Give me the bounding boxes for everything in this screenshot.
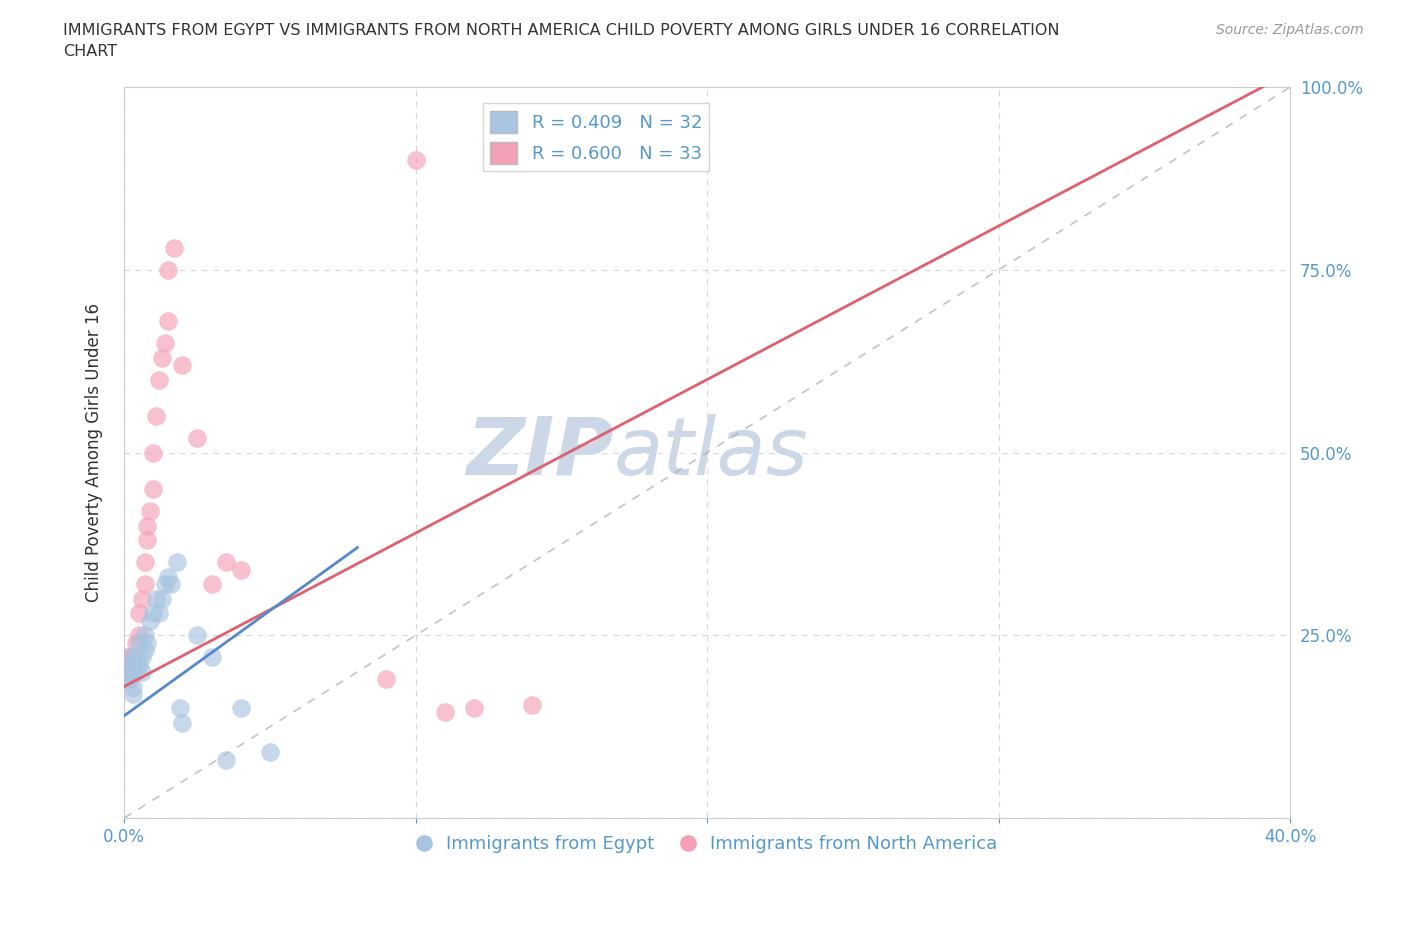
Point <box>115 664 138 679</box>
Point <box>259 745 281 760</box>
Point <box>163 241 186 256</box>
Point <box>128 635 150 650</box>
Point <box>148 372 170 387</box>
Point <box>125 664 148 679</box>
Point <box>142 445 165 460</box>
Point <box>122 686 145 701</box>
Point <box>145 408 167 423</box>
Point <box>131 664 153 679</box>
Text: CHART: CHART <box>63 44 117 59</box>
Point <box>142 606 165 621</box>
Point <box>115 650 138 665</box>
Point <box>125 650 148 665</box>
Legend: Immigrants from Egypt, Immigrants from North America: Immigrants from Egypt, Immigrants from N… <box>409 828 1004 860</box>
Text: Source: ZipAtlas.com: Source: ZipAtlas.com <box>1216 23 1364 37</box>
Point <box>142 482 165 497</box>
Text: IMMIGRANTS FROM EGYPT VS IMMIGRANTS FROM NORTH AMERICA CHILD POVERTY AMONG GIRLS: IMMIGRANTS FROM EGYPT VS IMMIGRANTS FROM… <box>63 23 1060 38</box>
Point <box>128 606 150 621</box>
Point <box>122 658 145 672</box>
Point <box>215 752 238 767</box>
Point <box>131 591 153 606</box>
Point <box>169 701 191 716</box>
Point <box>229 562 252 577</box>
Point <box>136 518 159 533</box>
Point <box>229 701 252 716</box>
Point <box>156 262 179 277</box>
Point <box>131 650 153 665</box>
Point <box>405 153 427 167</box>
Point <box>139 504 162 519</box>
Point <box>186 431 208 445</box>
Point <box>118 664 141 679</box>
Point <box>159 577 181 591</box>
Point <box>136 533 159 548</box>
Point <box>215 555 238 570</box>
Text: ZIP: ZIP <box>467 414 614 492</box>
Point <box>125 635 148 650</box>
Point <box>153 336 176 351</box>
Text: atlas: atlas <box>614 414 808 492</box>
Point <box>200 650 222 665</box>
Point <box>148 606 170 621</box>
Point <box>150 591 173 606</box>
Point <box>463 701 485 716</box>
Point <box>139 613 162 628</box>
Point <box>522 698 544 712</box>
Point <box>375 671 398 686</box>
Point <box>118 650 141 665</box>
Point <box>186 628 208 643</box>
Point <box>134 577 156 591</box>
Point <box>136 635 159 650</box>
Y-axis label: Child Poverty Among Girls Under 16: Child Poverty Among Girls Under 16 <box>86 303 103 602</box>
Point <box>150 350 173 365</box>
Point <box>172 715 194 730</box>
Point <box>156 569 179 584</box>
Point <box>200 577 222 591</box>
Point <box>134 643 156 658</box>
Point <box>118 671 141 686</box>
Point <box>122 679 145 694</box>
Point <box>128 658 150 672</box>
Point <box>128 628 150 643</box>
Point <box>122 658 145 672</box>
Point <box>134 628 156 643</box>
Point <box>118 664 141 679</box>
Point <box>115 671 138 686</box>
Point <box>145 591 167 606</box>
Point <box>172 357 194 372</box>
Point <box>156 313 179 328</box>
Point <box>433 705 456 720</box>
Point <box>153 577 176 591</box>
Point <box>122 650 145 665</box>
Point <box>166 555 188 570</box>
Point <box>134 555 156 570</box>
